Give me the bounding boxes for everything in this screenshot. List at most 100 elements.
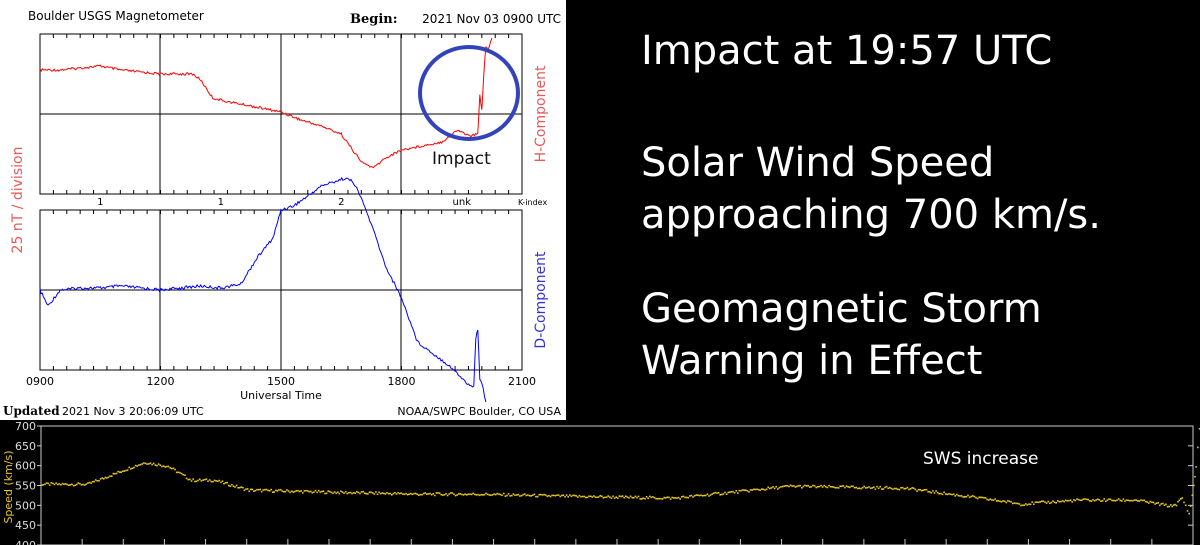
sws-data-point [613, 497, 616, 499]
sws-data-point [668, 496, 670, 499]
sws-data-point [1183, 501, 1185, 504]
sws-data-point [994, 498, 996, 500]
sws-data-point [287, 490, 290, 492]
sws-data-point [1076, 498, 1078, 500]
sws-data-point [352, 491, 355, 494]
sws-data-point [987, 499, 990, 501]
sws-data-point [379, 492, 382, 495]
sws-data-point [220, 481, 222, 484]
sws-data-point [541, 494, 544, 496]
k-index-value: 2 [338, 197, 344, 208]
sws-data-point [309, 490, 312, 493]
sws-data-point [237, 487, 239, 489]
sws-data-point [676, 497, 678, 499]
x-tick-label: 1800 [388, 375, 416, 388]
sws-data-point [200, 480, 203, 482]
sws-data-point [552, 494, 555, 497]
sws-data-point [727, 491, 729, 494]
source-credit: NOAA/SWPC Boulder, CO USA [397, 405, 561, 418]
sws-data-point [999, 500, 1001, 503]
sws-data-point [1029, 503, 1032, 506]
sws-data-point [844, 486, 846, 489]
sws-frame [40, 425, 1194, 545]
sws-data-point [453, 493, 455, 496]
sws-data-point [578, 494, 581, 497]
sws-data-point [562, 494, 565, 496]
sws-data-point [1097, 498, 1099, 500]
sws-data-point [839, 485, 841, 488]
sws-data-point [661, 498, 664, 500]
sws-data-point [914, 488, 917, 491]
sws-data-point [868, 486, 870, 488]
sws-data-point [1045, 502, 1048, 504]
sws-data-point [68, 484, 70, 487]
sws-data-point [641, 498, 643, 500]
sws-data-point [104, 476, 107, 479]
sws-data-point [349, 491, 352, 494]
sws-data-point [308, 490, 310, 493]
sws-data-point [700, 494, 702, 496]
sws-data-point [117, 470, 119, 473]
sws-data-point [448, 493, 450, 495]
sws-data-point [1042, 500, 1045, 502]
sws-data-point [976, 497, 979, 500]
sws-data-point [546, 495, 549, 498]
sws-data-point [1077, 498, 1080, 501]
sws-data-point [443, 493, 446, 496]
sws-data-point [544, 494, 547, 496]
sws-data-point [1191, 494, 1194, 497]
sws-data-point [825, 485, 827, 488]
sws-data-point [690, 494, 693, 497]
sws-data-point [494, 493, 497, 496]
sws-data-point [861, 486, 864, 489]
sws-data-point [693, 495, 696, 497]
sws-data-point [48, 484, 51, 486]
sws-data-point [588, 495, 590, 498]
h-component-label: H-Component [533, 65, 549, 162]
sws-data-point [182, 473, 185, 476]
updated-value: 2021 Nov 3 20:06:09 UTC [62, 405, 204, 418]
sws-data-point [303, 490, 306, 492]
sws-data-point [365, 492, 368, 495]
sws-data-point [783, 485, 785, 487]
sws-data-point [530, 495, 532, 497]
sws-data-point [807, 485, 809, 487]
sws-data-point [278, 489, 280, 491]
sws-data-point [174, 468, 176, 471]
sws-data-point [564, 496, 566, 498]
sws-data-point [673, 497, 675, 499]
sws-data-point [485, 492, 487, 495]
sws-data-point [975, 496, 977, 499]
headline-panel: Impact at 19:57 UTC Solar Wind Speed app… [566, 0, 1200, 420]
sws-data-point [435, 492, 438, 494]
solar-wind-text-1: Solar Wind Speed [641, 140, 995, 186]
sws-data-point [1144, 500, 1147, 503]
sws-data-point [957, 494, 960, 497]
sws-data-point [112, 472, 115, 475]
sws-data-point [55, 482, 57, 484]
k-index-values: 1 1 2 unk [97, 197, 471, 208]
sws-data-point [1116, 499, 1118, 501]
sws-data-point [429, 492, 431, 495]
sws-data-point [954, 495, 956, 497]
sws-data-point [52, 482, 54, 485]
sws-data-point [327, 490, 329, 492]
sws-data-point [610, 497, 613, 499]
sws-data-point [207, 480, 209, 482]
sws-data-point [106, 477, 108, 479]
sws-data-point [884, 486, 886, 489]
sws-data-point [909, 488, 912, 490]
sws-data-point [642, 497, 645, 499]
sws-data-point [885, 485, 888, 488]
sws-data-point [169, 467, 171, 469]
h-ticks [39, 34, 523, 194]
sws-data-point [549, 495, 552, 498]
sws-data-point [338, 492, 341, 495]
sws-data-point [330, 491, 333, 494]
sws-data-point [189, 478, 191, 481]
sws-increase-annotation: SWS increase [923, 449, 1038, 469]
sws-data-point [74, 484, 76, 487]
sws-data-point [234, 486, 236, 488]
sws-data-point [565, 494, 568, 496]
sws-data-point [418, 494, 420, 496]
